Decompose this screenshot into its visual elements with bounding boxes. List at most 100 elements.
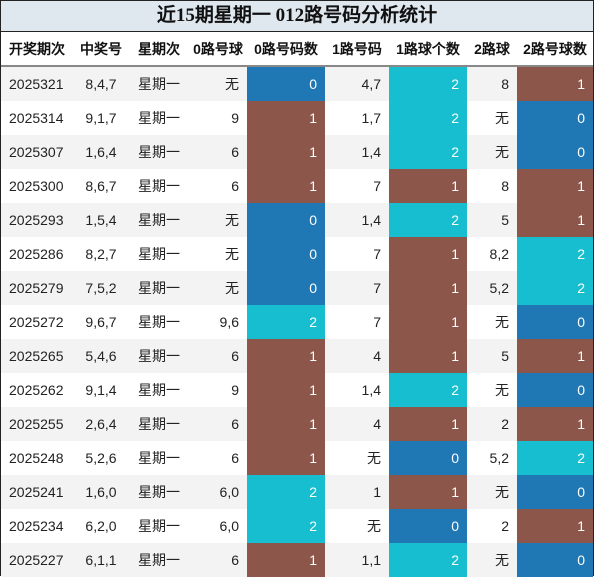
cell-period: 2025227 [1,543,73,577]
cell-numbers: 6,2,0 [73,509,129,543]
cell-route2-balls: 5,2 [467,441,517,475]
cell-route1-count: 2 [389,373,467,407]
cell-weekday: 星期一 [129,169,189,203]
cell-route0-count: 0 [247,66,325,101]
cell-route2-count: 0 [517,135,593,169]
cell-route1-count: 1 [389,237,467,271]
cell-route1-balls: 7 [325,237,389,271]
cell-period: 2025300 [1,169,73,203]
cell-period: 2025262 [1,373,73,407]
cell-route0-count: 1 [247,339,325,373]
cell-route0-count: 1 [247,407,325,441]
cell-route2-count: 0 [517,305,593,339]
table-row: 2025286 8,2,7 星期一无 0 7 1 8,2 2 [1,237,593,271]
cell-numbers: 8,6,7 [73,169,129,203]
cell-weekday: 星期一 [129,475,189,509]
cell-weekday: 星期一 [129,441,189,475]
cell-route1-count: 1 [389,271,467,305]
header-period: 开奖期次 [1,32,73,67]
cell-route0-count: 2 [247,509,325,543]
cell-period: 2025279 [1,271,73,305]
cell-route0-balls: 无 [189,271,247,305]
header-route1-balls: 1路号码 [325,32,389,67]
table-row: 2025314 9,1,7 星期一 9 1 1,7 2 无 0 [1,101,593,135]
cell-period: 2025314 [1,101,73,135]
cell-period: 2025293 [1,203,73,237]
cell-period: 2025234 [1,509,73,543]
table-row: 2025262 9,1,4 星期一 9 1 1,4 2 无 0 [1,373,593,407]
cell-weekday: 星期一 [129,373,189,407]
table-row: 2025293 1,5,4 星期一无 0 1,4 2 5 1 [1,203,593,237]
cell-route1-count: 1 [389,407,467,441]
cell-route1-balls: 1,1 [325,543,389,577]
cell-route0-count: 1 [247,373,325,407]
cell-weekday: 星期一 [129,66,189,101]
header-numbers: 中奖号 [73,32,129,67]
cell-period: 2025272 [1,305,73,339]
header-route0-count: 0路号码数 [247,32,325,67]
cell-route2-count: 0 [517,475,593,509]
cell-weekday: 星期一 [129,203,189,237]
cell-period: 2025248 [1,441,73,475]
cell-route0-count: 1 [247,135,325,169]
header-route1-count: 1路球个数 [389,32,467,67]
cell-route1-count: 2 [389,101,467,135]
cell-route0-balls: 6,0 [189,509,247,543]
cell-weekday: 星期一 [129,339,189,373]
cell-route0-count: 2 [247,475,325,509]
table-row: 2025300 8,6,7 星期一 6 1 7 1 8 1 [1,169,593,203]
cell-route0-balls: 6 [189,135,247,169]
cell-route0-count: 0 [247,271,325,305]
cell-route1-count: 1 [389,475,467,509]
cell-route2-count: 2 [517,441,593,475]
cell-route0-balls: 9,6 [189,305,247,339]
cell-route2-count: 1 [517,66,593,101]
cell-route1-balls: 无 [325,441,389,475]
table-row: 2025227 6,1,1 星期一 6 1 1,1 2 无 0 [1,543,593,577]
cell-route0-balls: 6,0 [189,475,247,509]
cell-route0-count: 1 [247,169,325,203]
cell-route1-count: 0 [389,509,467,543]
table-body: 2025321 8,4,7 星期一无 0 4,7 2 8 1 2025314 9,1,7 星期一 9 1… [1,66,593,577]
header-route2-count: 2路号球数 [517,32,593,67]
cell-period: 2025286 [1,237,73,271]
cell-weekday: 星期一 [129,509,189,543]
cell-route1-count: 1 [389,169,467,203]
table-row: 2025307 1,6,4 星期一 6 1 1,4 2 无 0 [1,135,593,169]
cell-route2-count: 1 [517,339,593,373]
cell-route2-balls: 无 [467,373,517,407]
cell-weekday: 星期一 [129,101,189,135]
cell-route2-balls: 8 [467,169,517,203]
cell-route1-balls: 4 [325,407,389,441]
cell-numbers: 8,4,7 [73,66,129,101]
cell-route0-balls: 无 [189,203,247,237]
cell-route1-count: 1 [389,305,467,339]
cell-route2-balls: 5 [467,339,517,373]
cell-period: 2025265 [1,339,73,373]
cell-weekday: 星期一 [129,135,189,169]
table-row: 2025255 2,6,4 星期一 6 1 4 1 2 1 [1,407,593,441]
table-row: 2025265 5,4,6 星期一 6 1 4 1 5 1 [1,339,593,373]
cell-weekday: 星期一 [129,407,189,441]
cell-numbers: 9,1,7 [73,101,129,135]
cell-route2-balls: 无 [467,101,517,135]
cell-route1-balls: 无 [325,509,389,543]
cell-route2-balls: 5,2 [467,271,517,305]
table-row: 2025321 8,4,7 星期一无 0 4,7 2 8 1 [1,66,593,101]
cell-numbers: 1,5,4 [73,203,129,237]
table-row: 2025234 6,2,0 星期一 6,0 2 无 0 2 1 [1,509,593,543]
cell-route2-count: 0 [517,543,593,577]
cell-route0-balls: 无 [189,66,247,101]
header-route2-balls: 2路球 [467,32,517,67]
cell-route1-balls: 7 [325,271,389,305]
header-weekday: 星期次 [129,32,189,67]
cell-route0-count: 1 [247,101,325,135]
cell-route0-balls: 6 [189,543,247,577]
cell-route1-balls: 1,4 [325,135,389,169]
table-row: 2025279 7,5,2 星期一无 0 7 1 5,2 2 [1,271,593,305]
cell-numbers: 9,6,7 [73,305,129,339]
cell-numbers: 9,1,4 [73,373,129,407]
cell-period: 2025321 [1,66,73,101]
cell-weekday: 星期一 [129,543,189,577]
